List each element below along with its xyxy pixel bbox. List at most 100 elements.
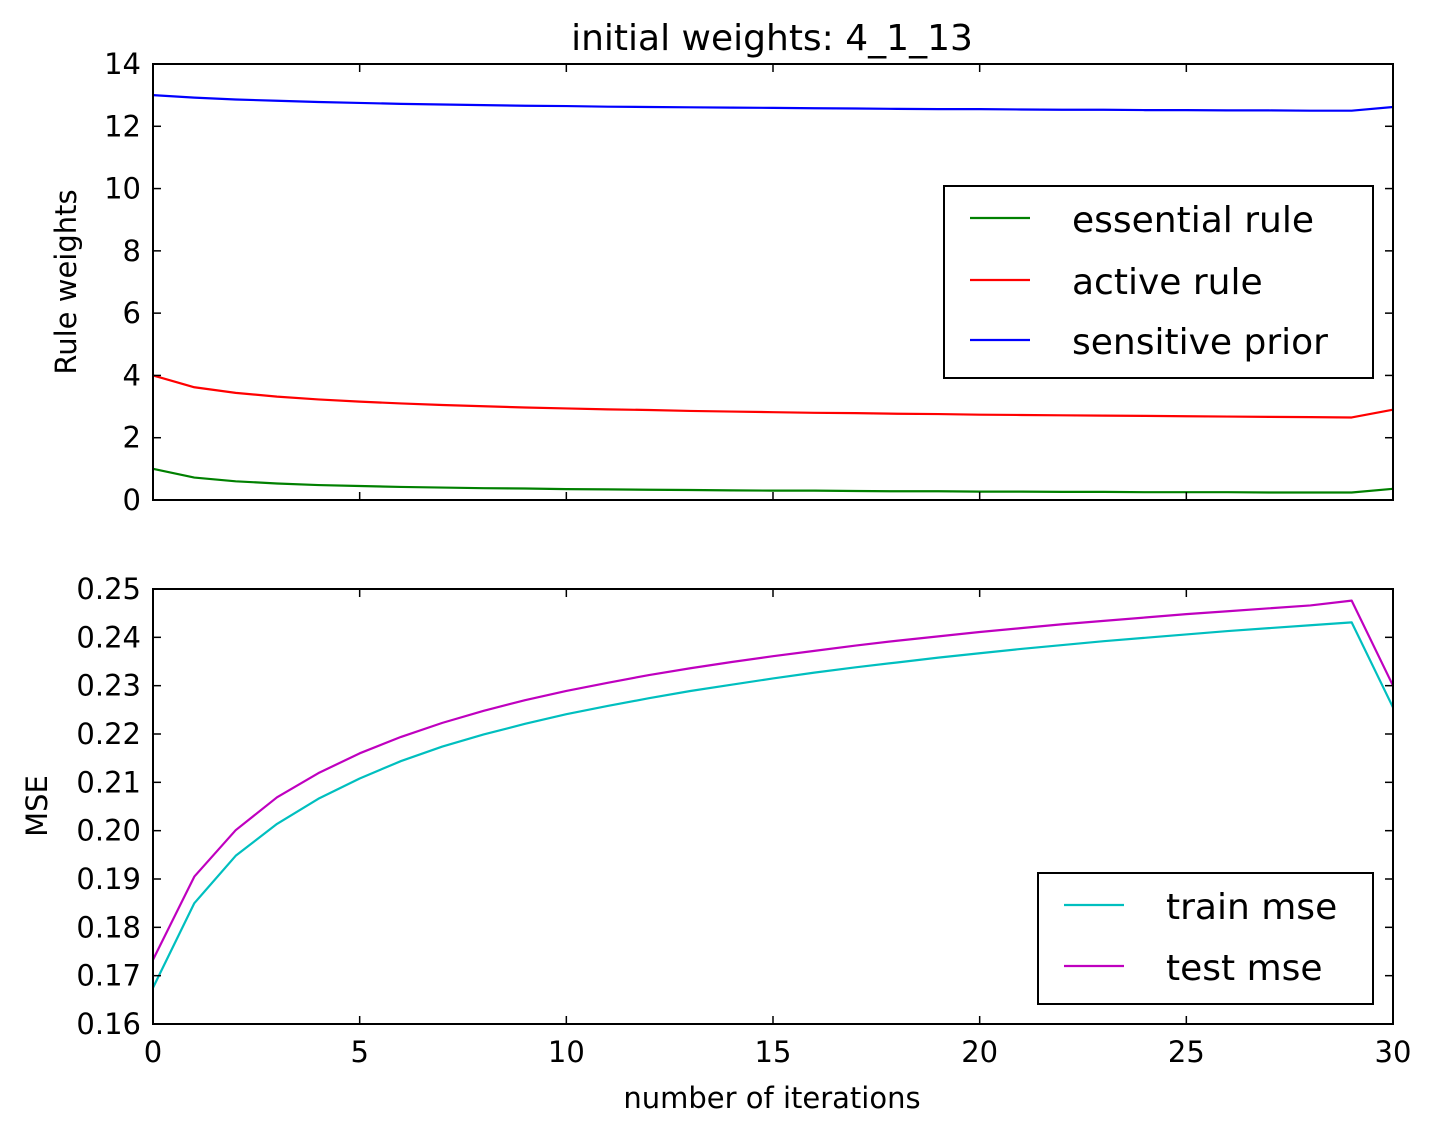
data-point-test-mse bbox=[978, 631, 980, 633]
data-point-active-rule bbox=[813, 412, 815, 414]
data-point-train-mse bbox=[648, 697, 650, 699]
data-point-sensitive-prior bbox=[524, 105, 526, 107]
data-point-test-mse bbox=[482, 710, 484, 712]
data-point-essential-rule bbox=[648, 489, 650, 491]
x-tick-label: 0 bbox=[144, 1035, 162, 1069]
data-point-train-mse bbox=[524, 723, 526, 725]
data-point-train-mse bbox=[896, 661, 898, 663]
legend-label-active-rule: active rule bbox=[1072, 262, 1263, 303]
legend-mse: train mse test mse bbox=[1037, 872, 1374, 1005]
data-point-train-mse bbox=[234, 855, 236, 857]
data-point-active-rule bbox=[565, 407, 567, 409]
data-point-essential-rule bbox=[234, 480, 236, 482]
y-tick-label: 0.19 bbox=[76, 862, 141, 896]
data-point-sensitive-prior bbox=[317, 101, 319, 103]
data-point-sensitive-prior bbox=[1309, 110, 1311, 112]
y-axis-label-rule-weights: Rule weights bbox=[49, 189, 83, 374]
data-point-train-mse bbox=[937, 656, 939, 658]
data-point-sensitive-prior bbox=[358, 102, 360, 104]
data-point-test-mse bbox=[1144, 616, 1146, 618]
series-line-sensitive-prior bbox=[152, 94, 1394, 112]
data-point-essential-rule bbox=[730, 489, 732, 491]
data-point-sensitive-prior bbox=[1020, 108, 1022, 110]
data-point-essential-rule bbox=[1102, 491, 1104, 493]
data-point-test-mse bbox=[234, 829, 236, 831]
data-point-sensitive-prior bbox=[441, 103, 443, 105]
data-point-train-mse bbox=[441, 745, 443, 747]
data-point-test-mse bbox=[1102, 620, 1104, 622]
data-point-sensitive-prior bbox=[606, 105, 608, 107]
data-point-active-rule bbox=[606, 408, 608, 410]
data-point-essential-rule bbox=[772, 489, 774, 491]
data-point-train-mse bbox=[854, 666, 856, 668]
data-point-train-mse bbox=[978, 652, 980, 654]
y-tick-label: 0 bbox=[123, 483, 141, 517]
data-point-test-mse bbox=[193, 875, 195, 877]
data-point-active-rule bbox=[524, 406, 526, 408]
data-point-test-mse bbox=[1268, 607, 1270, 609]
data-point-active-rule bbox=[1350, 416, 1352, 418]
x-tick-label: 30 bbox=[1375, 1035, 1412, 1069]
data-point-active-rule bbox=[358, 400, 360, 402]
data-point-train-mse bbox=[1185, 633, 1187, 635]
data-point-essential-rule bbox=[441, 486, 443, 488]
data-point-sensitive-prior bbox=[1102, 109, 1104, 111]
y-tick-label: 2 bbox=[123, 421, 141, 455]
data-point-sensitive-prior bbox=[1350, 110, 1352, 112]
x-axis-label: number of iterations bbox=[623, 1081, 920, 1115]
data-point-active-rule bbox=[896, 413, 898, 415]
data-point-train-mse bbox=[193, 902, 195, 904]
data-point-active-rule bbox=[1144, 415, 1146, 417]
data-point-sensitive-prior bbox=[772, 107, 774, 109]
data-point-test-mse bbox=[606, 682, 608, 684]
chart-title: initial weights: 4_1_13 bbox=[571, 18, 973, 59]
data-point-train-mse bbox=[1268, 627, 1270, 629]
data-point-sensitive-prior bbox=[689, 106, 691, 108]
legend-rule-weights: essential rule active rule sensitive pri… bbox=[943, 185, 1374, 379]
data-point-sensitive-prior bbox=[565, 105, 567, 107]
y-tick-label: 4 bbox=[123, 358, 141, 392]
data-point-test-mse bbox=[1020, 627, 1022, 629]
data-point-train-mse bbox=[565, 713, 567, 715]
mse-series-group bbox=[152, 599, 1394, 989]
data-point-train-mse bbox=[1350, 621, 1352, 623]
y-tick-label: 0.24 bbox=[76, 620, 141, 654]
data-point-sensitive-prior bbox=[937, 108, 939, 110]
data-point-essential-rule bbox=[524, 487, 526, 489]
y-tick-label: 0.16 bbox=[76, 1007, 141, 1041]
x-tick-label: 15 bbox=[755, 1035, 792, 1069]
x-tick-label: 20 bbox=[961, 1035, 998, 1069]
data-point-active-rule bbox=[1309, 416, 1311, 418]
data-point-active-rule bbox=[234, 392, 236, 394]
data-point-essential-rule bbox=[1309, 491, 1311, 493]
data-point-train-mse bbox=[813, 671, 815, 673]
y-tick-label: 14 bbox=[104, 47, 141, 81]
data-point-train-mse bbox=[317, 798, 319, 800]
data-point-essential-rule bbox=[317, 484, 319, 486]
data-point-sensitive-prior bbox=[1268, 109, 1270, 111]
data-point-train-mse bbox=[358, 777, 360, 779]
data-point-test-mse bbox=[854, 644, 856, 646]
legend-box bbox=[1037, 872, 1374, 1005]
data-point-test-mse bbox=[441, 722, 443, 724]
data-point-sensitive-prior bbox=[1144, 109, 1146, 111]
y-tick-label: 0.22 bbox=[76, 717, 141, 751]
y-tick-label: 0.23 bbox=[76, 669, 141, 703]
data-point-test-mse bbox=[937, 635, 939, 637]
data-point-train-mse bbox=[689, 690, 691, 692]
data-point-train-mse bbox=[1144, 637, 1146, 639]
data-point-essential-rule bbox=[358, 485, 360, 487]
y-tick-label: 6 bbox=[123, 296, 141, 330]
data-point-train-mse bbox=[1226, 630, 1228, 632]
y-tick-label: 8 bbox=[123, 234, 141, 268]
data-point-active-rule bbox=[978, 413, 980, 415]
data-point-train-mse bbox=[606, 705, 608, 707]
data-point-test-mse bbox=[896, 640, 898, 642]
data-point-active-rule bbox=[1226, 415, 1228, 417]
data-point-train-mse bbox=[276, 823, 278, 825]
data-point-train-mse bbox=[1061, 644, 1063, 646]
data-point-test-mse bbox=[730, 661, 732, 663]
data-point-active-rule bbox=[482, 405, 484, 407]
data-point-test-mse bbox=[772, 655, 774, 657]
